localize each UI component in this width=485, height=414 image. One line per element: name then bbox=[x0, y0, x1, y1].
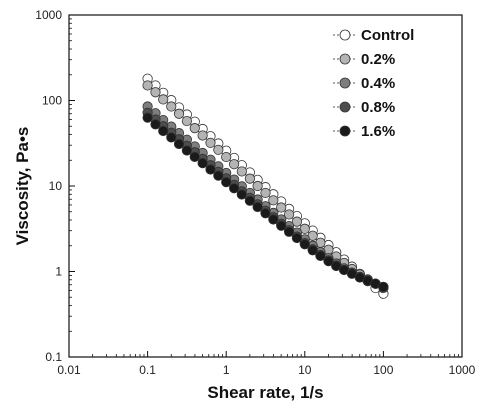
data-point bbox=[307, 245, 318, 256]
data-point bbox=[173, 138, 185, 150]
legend-marker bbox=[339, 77, 351, 89]
legend-label: 0.4% bbox=[361, 75, 395, 92]
legend-marker bbox=[339, 29, 351, 41]
data-point bbox=[150, 87, 161, 98]
x-tick-label: 100 bbox=[373, 363, 393, 377]
data-point bbox=[158, 125, 169, 137]
data-point bbox=[268, 195, 279, 206]
data-point bbox=[166, 132, 177, 143]
data-point bbox=[244, 195, 255, 206]
legend-label: 1.6% bbox=[361, 123, 395, 140]
data-point bbox=[236, 189, 247, 200]
data-point bbox=[189, 151, 200, 162]
data-point bbox=[276, 202, 287, 213]
data-point bbox=[181, 115, 192, 127]
data-point bbox=[283, 226, 295, 237]
legend: Control 0.2% 0.4% 0.8% 1.6% bbox=[333, 27, 414, 140]
legend-marker bbox=[339, 125, 351, 137]
data-point bbox=[291, 216, 303, 227]
data-series bbox=[142, 73, 389, 299]
y-axis-title: Viscosity, Pa•s bbox=[13, 127, 32, 246]
data-point bbox=[236, 166, 247, 177]
data-point bbox=[260, 208, 271, 219]
data-point bbox=[221, 151, 232, 163]
data-point bbox=[315, 250, 326, 262]
data-point bbox=[173, 108, 185, 119]
data-point bbox=[158, 94, 169, 105]
x-tick-label: 0.1 bbox=[139, 363, 156, 377]
data-point bbox=[331, 260, 342, 272]
y-tick-label: 0.1 bbox=[45, 350, 62, 364]
data-point bbox=[268, 214, 279, 225]
data-point bbox=[252, 180, 263, 192]
data-point bbox=[252, 201, 263, 213]
data-point bbox=[150, 119, 161, 130]
data-point bbox=[142, 112, 153, 123]
y-tick-label: 1 bbox=[55, 265, 62, 279]
data-point bbox=[228, 183, 240, 194]
data-point bbox=[166, 101, 177, 112]
legend-label: 0.2% bbox=[361, 51, 395, 68]
data-point bbox=[260, 187, 271, 199]
series-5 bbox=[142, 112, 389, 293]
data-point bbox=[299, 239, 310, 250]
data-point bbox=[283, 209, 295, 220]
data-point bbox=[205, 137, 216, 148]
data-point bbox=[323, 256, 334, 267]
data-point bbox=[378, 281, 389, 293]
data-point bbox=[244, 173, 255, 184]
x-tick-label: 1000 bbox=[449, 363, 476, 377]
data-point bbox=[181, 145, 192, 156]
series-2 bbox=[142, 80, 389, 294]
x-tick-label: 1 bbox=[223, 363, 230, 377]
x-tick-label: 10 bbox=[298, 363, 312, 377]
y-tick-label: 10 bbox=[49, 179, 63, 193]
x-tick-label: 0.01 bbox=[57, 363, 81, 377]
data-point bbox=[197, 158, 208, 169]
x-axis-title: Shear rate, 1/s bbox=[207, 383, 323, 402]
data-point bbox=[213, 170, 224, 181]
y-tick-label: 100 bbox=[42, 94, 62, 108]
data-point bbox=[142, 80, 153, 91]
data-point bbox=[197, 130, 208, 141]
legend-label: 0.8% bbox=[361, 99, 395, 116]
data-point bbox=[221, 177, 232, 188]
data-point bbox=[205, 164, 216, 175]
legend-label: Control bbox=[361, 27, 414, 44]
data-point bbox=[228, 159, 240, 170]
data-point bbox=[189, 123, 200, 134]
data-point bbox=[291, 232, 303, 244]
data-point bbox=[276, 220, 287, 231]
data-point bbox=[213, 144, 224, 155]
legend-marker bbox=[339, 53, 351, 65]
legend-marker bbox=[339, 101, 351, 113]
y-tick-label: 1000 bbox=[35, 8, 62, 22]
